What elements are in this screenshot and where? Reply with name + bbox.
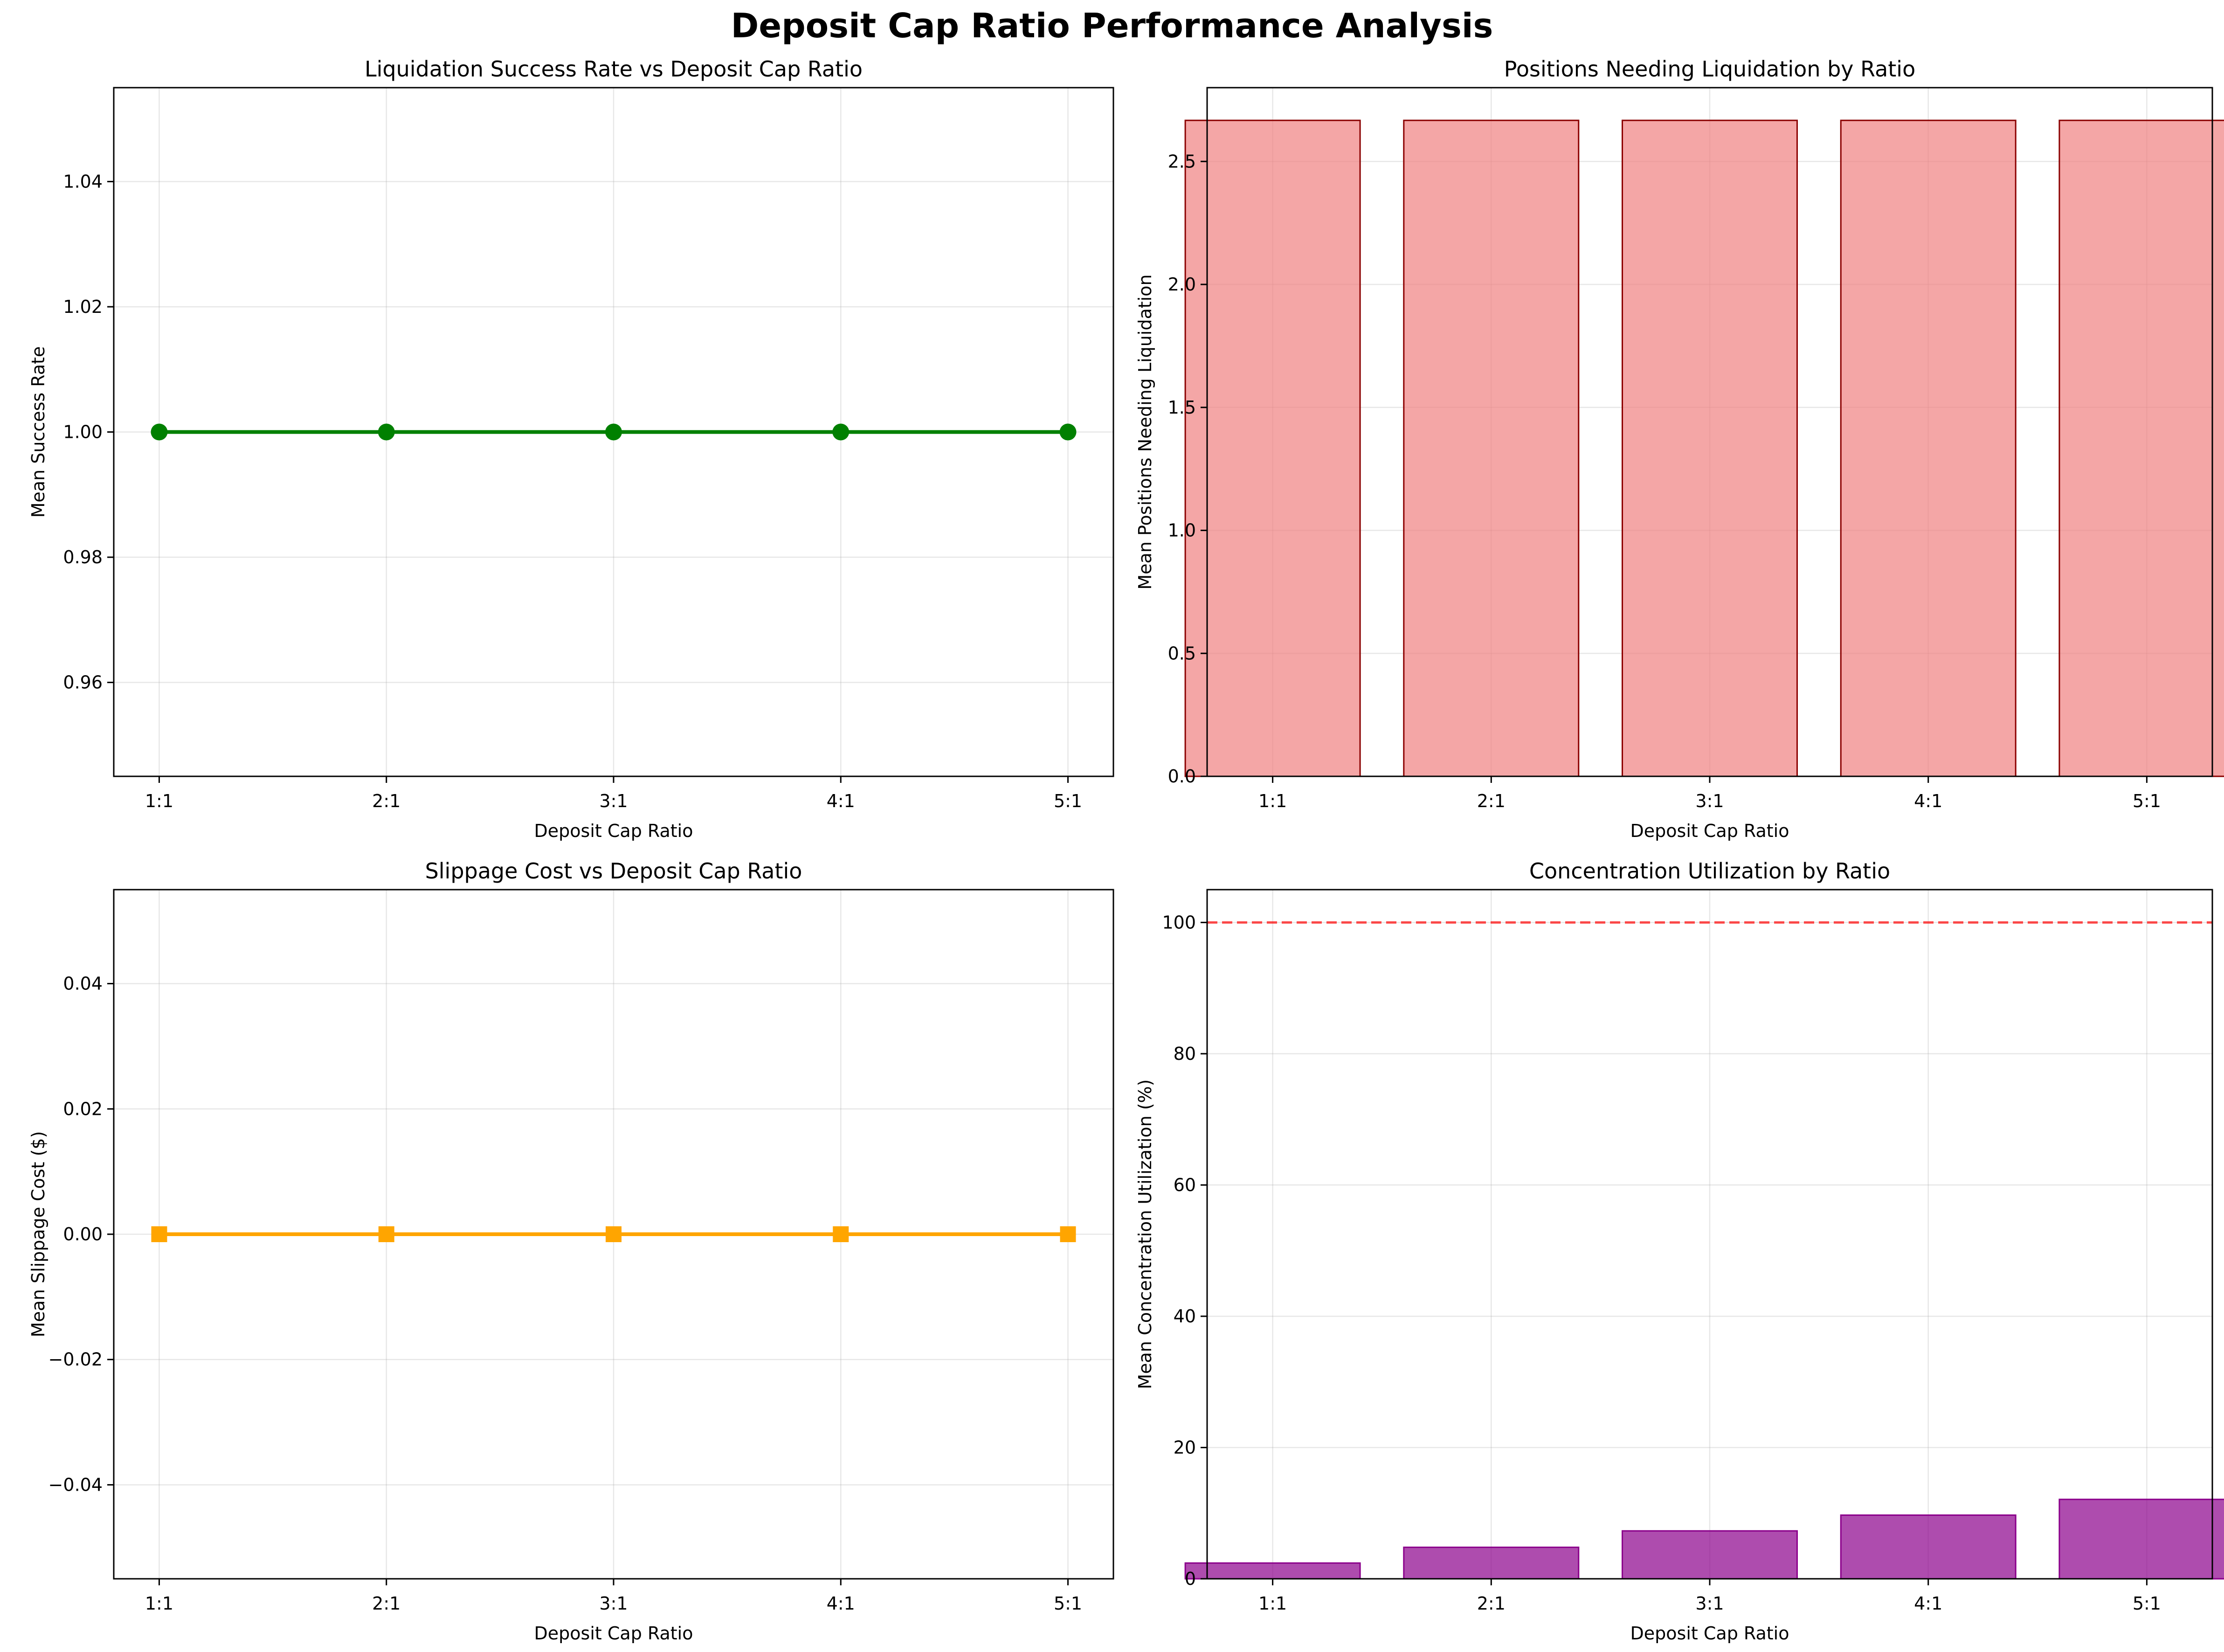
x-tick-label: 3:1 (1695, 791, 1724, 811)
chart-panels: 0.960.981.001.021.041:1 2:1 3:1 4:1 5:1Liqui… (28, 56, 2224, 1644)
chart-panel-2: 0.0 0.5 1.0 1.5 2.0 2.5 1:1 2:1 3:1 4:1 5:1 Positio… (1135, 56, 2224, 841)
bar-1:1 (1184, 119, 1361, 777)
y-tick-label: 1.02 (63, 297, 103, 317)
x-tick-label: 5:1 (1054, 1593, 1082, 1614)
bar-4:1 (1840, 119, 2017, 777)
point-5:1 (1059, 423, 1077, 441)
bar-5:1 (2058, 119, 2224, 777)
point-1:1 (151, 1226, 167, 1242)
x-axis-label: Deposit Cap Ratio (534, 821, 693, 841)
y-tick-label: 80 (1174, 1044, 1196, 1064)
y-axis-label: Mean Success Rate (28, 346, 48, 518)
point-2:1 (378, 1226, 394, 1242)
y-tick-label: 60 (1174, 1175, 1196, 1195)
x-tick-label: 5:1 (1054, 791, 1082, 811)
chart-panel-1: 0.96 0.98 1.00 1.02 1.04 1:1 2:1 3:1 4:1 5:1 Liqui… (28, 56, 1114, 841)
panel-title: Concentration Utilization by Ratio (1529, 858, 1890, 884)
x-tick-label: 3:1 (599, 1593, 628, 1614)
y-tick-label: 0.02 (63, 1099, 103, 1119)
x-tick-label: 4:1 (1914, 1593, 1942, 1614)
point-3:1 (605, 423, 622, 441)
y-axis-label: Mean Positions Needing Liquidation (1135, 274, 1155, 589)
bar-3:1 (1622, 119, 1798, 777)
point-4:1 (833, 1226, 849, 1242)
x-tick-label: 4:1 (827, 1593, 855, 1614)
x-tick-label: 4:1 (1914, 791, 1942, 811)
y-tick-label: 0.04 (63, 974, 103, 994)
x-tick-label: 2:1 (372, 1593, 401, 1614)
y-tick-label: −0.02 (48, 1349, 103, 1370)
bar-1:1 (1184, 1562, 1361, 1580)
bar-3:1 (1622, 1530, 1798, 1580)
y-tick-label: 0.98 (63, 547, 103, 567)
y-tick-label: 20 (1174, 1437, 1196, 1458)
panel-title: Positions Needing Liquidation by Ratio (1504, 56, 1915, 82)
point-1:1 (151, 423, 168, 441)
x-tick-label: 1:1 (1258, 1593, 1287, 1614)
x-axis-label: Deposit Cap Ratio (534, 1623, 693, 1644)
x-tick-label: 5:1 (2133, 791, 2161, 811)
x-tick-label: 1:1 (145, 1593, 173, 1614)
y-tick-label: −0.04 (48, 1474, 103, 1495)
y-tick-label: 1.00 (63, 422, 103, 442)
point-4:1 (832, 423, 850, 441)
figure-title: Deposit Cap Ratio Performance Analysis (731, 6, 1493, 45)
panel-title: Slippage Cost vs Deposit Cap Ratio (425, 858, 802, 884)
bar-5:1 (2058, 1499, 2224, 1580)
y-tick-label: 40 (1174, 1306, 1196, 1327)
y-tick-label: 0.0 (1168, 766, 1196, 787)
x-tick-label: 1:1 (1258, 791, 1287, 811)
x-tick-label: 2:1 (1477, 791, 1506, 811)
x-axis-label: Deposit Cap Ratio (1630, 821, 1789, 841)
x-axis-label: Deposit Cap Ratio (1630, 1623, 1789, 1644)
x-tick-label: 3:1 (599, 791, 628, 811)
bar-4:1 (1840, 1514, 2017, 1580)
x-tick-label: 2:1 (1477, 1593, 1506, 1614)
y-tick-label: 1.0 (1168, 520, 1196, 541)
x-tick-label: 5:1 (2133, 1593, 2161, 1614)
bar-2:1 (1403, 1546, 1580, 1580)
y-tick-label: 0.96 (63, 672, 103, 693)
point-3:1 (606, 1226, 622, 1242)
point-5:1 (1060, 1226, 1076, 1242)
y-tick-label: 1.5 (1168, 397, 1196, 418)
x-tick-label: 1:1 (145, 791, 173, 811)
x-tick-label: 3:1 (1695, 1593, 1724, 1614)
panel-title: Liquidation Success Rate vs Deposit Cap … (365, 56, 863, 82)
y-tick-label: 0.00 (63, 1224, 103, 1244)
y-axis-label: Mean Slippage Cost ($) (28, 1131, 48, 1337)
y-tick-label: 100 (1162, 912, 1196, 933)
y-tick-label: 0.5 (1168, 643, 1196, 664)
x-tick-label: 2:1 (372, 791, 401, 811)
point-2:1 (378, 423, 395, 441)
y-tick-label: 0 (1185, 1569, 1196, 1589)
chart-panel-3: −0.04 −0.02 0.00 0.02 0.04 1:1 2:1 3:1 4:1 5:1 Sli… (28, 858, 1114, 1644)
bar-2:1 (1403, 119, 1580, 777)
y-tick-label: 2.0 (1168, 274, 1196, 295)
x-tick-label: 4:1 (827, 791, 855, 811)
y-tick-label: 1.04 (63, 171, 103, 192)
chart-panel-4: 0 20 40 60 80 100 1:1 2:1 3:1 4:1 5:1 Concentration… (1135, 858, 2224, 1644)
y-tick-label: 2.5 (1168, 151, 1196, 172)
y-axis-label: Mean Concentration Utilization (%) (1135, 1079, 1155, 1389)
